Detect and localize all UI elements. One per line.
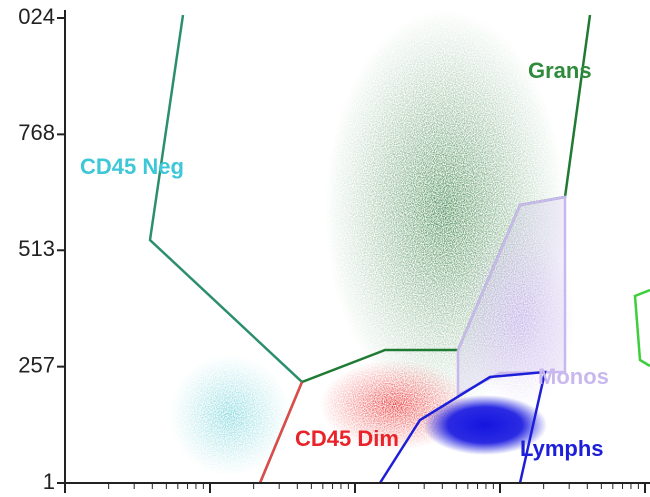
gate-label: Lymphs <box>520 436 604 461</box>
cd45-neg-cloud <box>170 355 290 475</box>
gates <box>148 14 650 484</box>
lymphocyte-cloud <box>423 395 547 455</box>
x-minor-ticks <box>64 483 646 493</box>
gate-label: CD45 Neg <box>80 154 184 179</box>
y-tick-label: 024 <box>18 4 55 29</box>
gate-label: Grans <box>528 58 592 83</box>
cd45-dim-gate <box>258 381 304 484</box>
lymphs-gate <box>378 370 547 484</box>
monos-gate <box>456 195 567 398</box>
y-tick-label: 257 <box>18 352 55 377</box>
y-tick-label: 768 <box>18 120 55 145</box>
y-tick-label: 513 <box>18 236 55 261</box>
gate-label: CD45 Dim <box>295 426 399 451</box>
y-tick-label: 1 <box>43 469 55 494</box>
gate-label: Monos <box>538 364 609 389</box>
edge-gate <box>633 288 650 368</box>
populations <box>170 10 575 475</box>
monocyte-cloud <box>465 230 575 410</box>
